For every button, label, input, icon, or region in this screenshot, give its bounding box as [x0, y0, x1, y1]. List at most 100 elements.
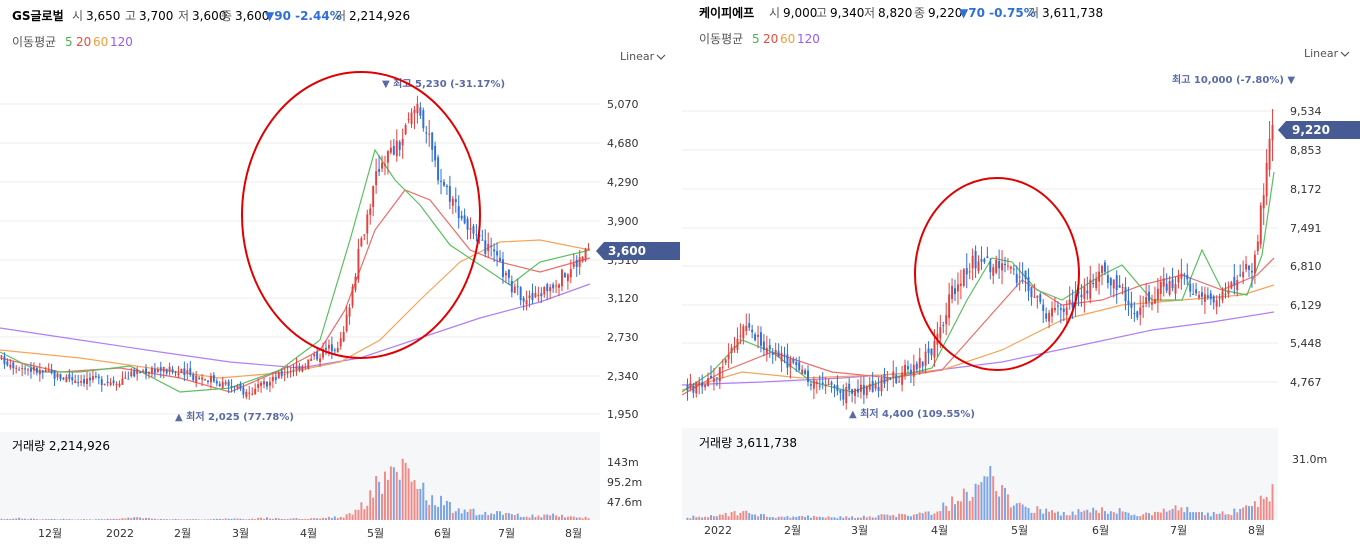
- candle-body: [416, 103, 419, 114]
- volume-bar: [268, 518, 271, 520]
- candle-body: [880, 378, 883, 392]
- stock-name[interactable]: 케이피에프: [699, 5, 754, 20]
- volume-bar: [94, 519, 97, 520]
- volume-bar: [369, 490, 372, 520]
- candle-body: [239, 383, 242, 389]
- current-price-tag: 3,600: [596, 242, 680, 260]
- candle-body: [534, 293, 537, 298]
- ma20-line: [0, 189, 591, 393]
- candle-body: [774, 349, 777, 355]
- volume-bar: [587, 518, 590, 520]
- volume-bar: [575, 517, 578, 520]
- volume-bar: [292, 518, 295, 520]
- scale-label[interactable]: Linear: [1304, 47, 1339, 60]
- candle-body: [862, 384, 865, 395]
- volume-bar: [1142, 514, 1145, 520]
- volume-bar: [431, 495, 434, 520]
- candle-body: [32, 366, 35, 371]
- volume-bar: [445, 500, 448, 520]
- candle-body: [1127, 300, 1130, 305]
- scale-dropdown[interactable]: Linear: [1304, 47, 1350, 60]
- volume-bar: [572, 516, 575, 520]
- candle-body: [1165, 283, 1168, 291]
- candle-body: [998, 261, 1001, 269]
- volume-bar: [53, 519, 56, 520]
- volume-bar: [578, 517, 581, 520]
- candle-body: [212, 375, 215, 382]
- volume-bar: [968, 501, 971, 520]
- price-tick: 4,767: [1290, 376, 1322, 389]
- volume-bar: [333, 516, 336, 520]
- volume-bar: [103, 519, 106, 520]
- volume-bar: [413, 480, 416, 520]
- candle-body: [1156, 288, 1159, 301]
- volume-bar: [386, 479, 389, 520]
- volume-bar: [156, 519, 159, 520]
- price-tick: 6,129: [1290, 299, 1322, 312]
- candle-body: [695, 381, 698, 394]
- volume-bar: [130, 518, 133, 520]
- high-value: 3,700: [139, 9, 173, 23]
- time-tick: 4월: [931, 524, 948, 537]
- scale-dropdown[interactable]: Linear: [620, 50, 666, 63]
- candle-body: [886, 377, 889, 382]
- volume-bar: [552, 513, 555, 520]
- volume-bar: [974, 483, 977, 520]
- volume-bar: [546, 514, 549, 520]
- volume-bar: [1239, 508, 1242, 520]
- volume-bar: [339, 516, 342, 520]
- volume-bar: [1062, 512, 1065, 520]
- candle-body: [277, 372, 280, 379]
- price-tick: 6,810: [1290, 260, 1322, 273]
- candle-body: [24, 368, 27, 370]
- candle-body: [951, 285, 954, 300]
- volume-bar: [192, 519, 195, 520]
- candlesticks: [686, 109, 1274, 410]
- price-axis: 9,534 8,853 8,172 7,491 6,810 6,129 5,44…: [1290, 105, 1322, 389]
- candle-body: [466, 218, 469, 230]
- scale-label[interactable]: Linear: [620, 50, 655, 63]
- volume-bar: [56, 519, 59, 520]
- candle-body: [248, 392, 251, 394]
- volume-bar: [263, 518, 265, 520]
- candle-body: [1042, 304, 1045, 311]
- stock-name[interactable]: GS글로벌: [12, 8, 64, 23]
- price-tick: 2,730: [607, 331, 639, 344]
- volume-bar: [499, 511, 501, 520]
- candle-body: [1203, 294, 1206, 302]
- volume-bar: [487, 515, 490, 520]
- candle-body: [745, 325, 748, 331]
- candle-body: [1256, 241, 1259, 252]
- volume-bar: [927, 511, 930, 520]
- volume-bar: [6, 518, 9, 520]
- candle-body: [883, 374, 886, 384]
- volume-bar: [513, 515, 516, 520]
- volume-bar: [481, 514, 484, 520]
- volume-bar: [774, 517, 777, 520]
- candle-body: [121, 378, 124, 385]
- candle-body: [686, 385, 689, 391]
- candle-body: [1045, 313, 1048, 319]
- candle-body: [877, 387, 880, 391]
- volume-bar: [1133, 514, 1136, 520]
- candle-body: [1106, 275, 1109, 284]
- chevron-down-icon[interactable]: [1340, 51, 1350, 57]
- price-tick: 3,900: [607, 215, 639, 228]
- candle-body: [493, 249, 496, 252]
- candle-body: [857, 388, 859, 393]
- candle-body: [1056, 305, 1059, 307]
- volume-bar: [404, 462, 407, 520]
- candle-body: [901, 372, 904, 385]
- chevron-down-icon[interactable]: [656, 54, 666, 60]
- candle-body: [904, 364, 906, 376]
- candle-body: [333, 349, 336, 351]
- open-value: 3,650: [86, 9, 120, 23]
- volume-bar: [177, 519, 180, 520]
- candle-body: [865, 386, 868, 396]
- candle-body: [552, 284, 555, 289]
- candle-body: [454, 199, 457, 202]
- volume-bar: [801, 516, 804, 520]
- volume-bar: [1215, 514, 1218, 520]
- volume-bar: [336, 518, 339, 520]
- volume-bar: [886, 514, 889, 520]
